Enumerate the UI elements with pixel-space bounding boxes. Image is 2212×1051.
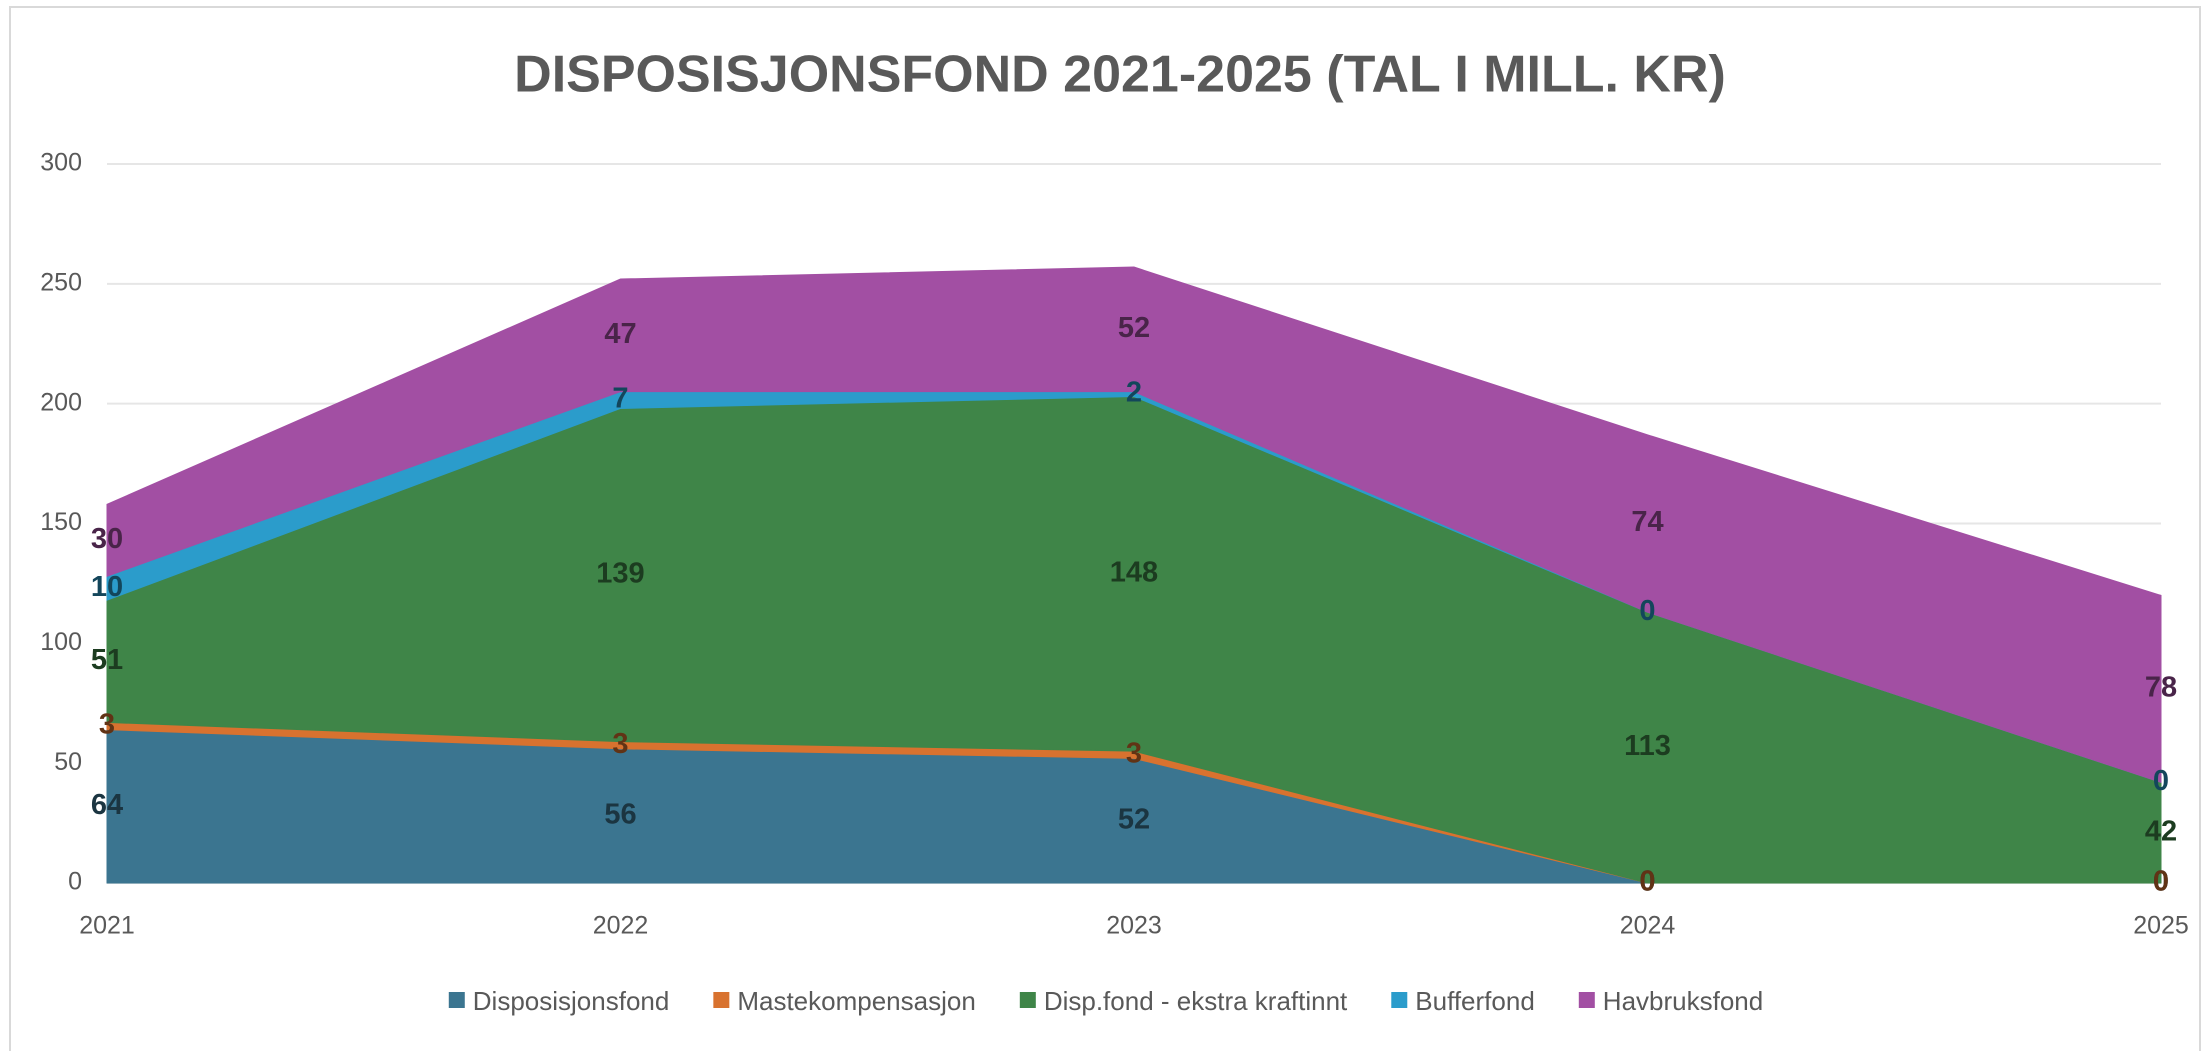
data-label: 139	[596, 558, 644, 590]
data-label: 0	[1639, 595, 1655, 627]
data-label: 113	[1624, 730, 1671, 762]
data-label: 64	[91, 789, 123, 821]
data-label: 56	[604, 799, 636, 831]
legend-swatch	[713, 992, 730, 1008]
legend-label: Mastekompensasjon	[737, 986, 975, 1016]
legend-label: Disp.fond - ekstra kraftinnt	[1044, 986, 1348, 1016]
data-label: 0	[2153, 866, 2169, 898]
y-tick-label: 250	[40, 268, 82, 296]
data-label: 3	[99, 709, 115, 741]
data-label: 0	[2153, 765, 2169, 797]
x-tick-label: 2024	[1620, 912, 1676, 940]
y-tick-label: 150	[40, 508, 82, 536]
legend-swatch	[1578, 992, 1595, 1008]
y-tick-label: 50	[54, 748, 82, 776]
x-tick-label: 2022	[593, 912, 649, 940]
data-label: 0	[1639, 866, 1655, 898]
data-label: 52	[1118, 312, 1150, 344]
data-label: 7	[612, 383, 628, 415]
area	[106, 266, 2162, 784]
x-tick-label: 2021	[79, 912, 135, 940]
data-label: 0	[1639, 866, 1655, 898]
data-label: 78	[2145, 672, 2177, 704]
data-label: 10	[91, 571, 123, 603]
legend-label: Bufferfond	[1415, 986, 1535, 1016]
data-label: 3	[612, 728, 628, 760]
data-label: 2	[1126, 377, 1142, 409]
legend-swatch	[1391, 992, 1408, 1008]
x-tick-label: 2025	[2133, 912, 2189, 940]
data-label: 3	[1126, 737, 1142, 769]
x-tick-label: 2023	[1106, 912, 1162, 940]
data-label: 0	[2153, 866, 2169, 898]
data-label: 42	[2145, 815, 2177, 847]
data-label: 148	[1110, 556, 1158, 588]
data-label: 51	[91, 644, 123, 676]
data-label: 47	[604, 318, 636, 350]
areas	[106, 266, 2162, 884]
legend-swatch	[1019, 992, 1036, 1008]
legend-label: Havbruksfond	[1603, 986, 1763, 1016]
data-label: 52	[1118, 803, 1150, 835]
legend: Disposisjonsfond Mastekompensasjon Disp.fo…	[448, 986, 1763, 1016]
y-tick-label: 0	[68, 868, 82, 896]
data-label: 74	[1631, 506, 1663, 538]
chart-title: DISPOSISJONSFOND 2021-2025 (TAL I MILL. …	[514, 46, 1726, 104]
legend-swatch	[448, 992, 465, 1008]
legend-label: Disposisjonsfond	[473, 986, 670, 1016]
y-tick-label: 300	[40, 149, 82, 177]
y-tick-label: 200	[40, 388, 82, 416]
y-tick-label: 100	[40, 628, 82, 656]
data-label: 30	[91, 523, 123, 555]
